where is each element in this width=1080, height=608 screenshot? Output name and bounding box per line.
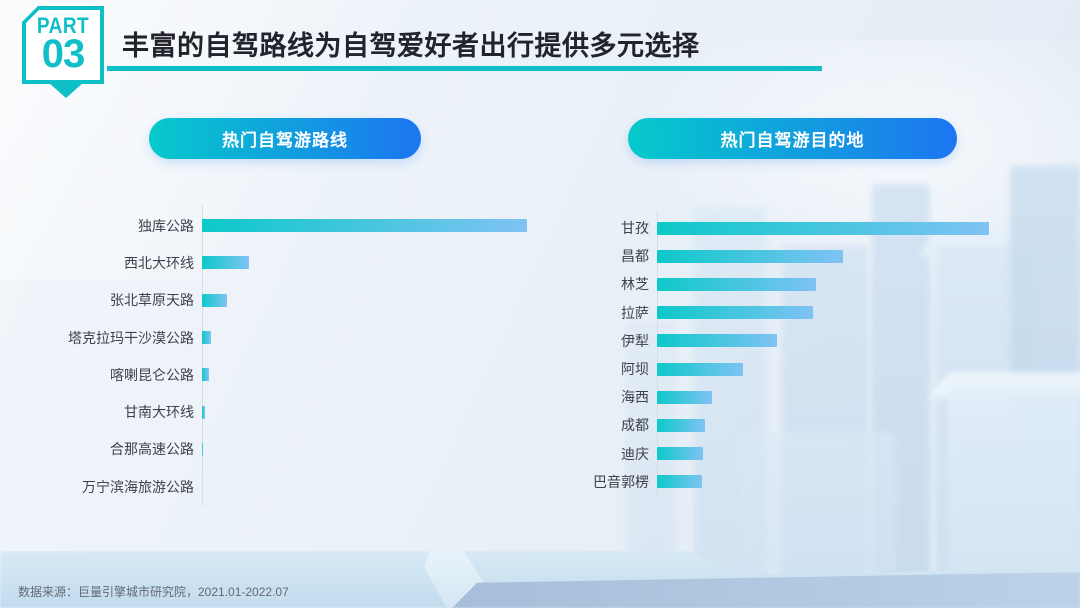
chart-row: 拉萨 xyxy=(560,299,1060,327)
bar xyxy=(202,368,210,382)
bottom-dark-band-shape xyxy=(452,572,1080,608)
category-label: 甘孜 xyxy=(621,220,649,237)
bar xyxy=(657,249,843,263)
bar xyxy=(202,219,527,233)
bar xyxy=(202,442,203,456)
chart-row: 昌都 xyxy=(560,242,1060,270)
chart-row: 塔克拉玛干沙漠公路 xyxy=(64,319,574,356)
bar xyxy=(657,390,712,404)
chart-row: 合那高速公路 xyxy=(64,431,574,468)
category-label: 伊犁 xyxy=(621,332,649,349)
bar xyxy=(657,306,814,320)
bar-track xyxy=(202,219,574,233)
bar-track xyxy=(202,368,574,382)
category-label: 成都 xyxy=(621,417,649,434)
bar-track xyxy=(657,362,1060,376)
category-label: 张北草原天路 xyxy=(110,292,194,309)
data-source-note: 数据来源：巨量引擎城市研究院，2021.01-2022.07 xyxy=(18,585,289,599)
bar-track xyxy=(202,293,574,307)
bar-track xyxy=(657,475,1060,489)
bar-track xyxy=(202,331,574,345)
category-label: 林芝 xyxy=(621,276,649,293)
destinations-chart-title-pill: 热门自驾游目的地 xyxy=(628,118,957,159)
destinations-chart-axis-line xyxy=(657,211,658,498)
chart-row: 阿坝 xyxy=(560,355,1060,383)
category-label: 甘南大环线 xyxy=(124,404,194,421)
routes-chart-axis-line xyxy=(202,205,203,506)
bar xyxy=(657,475,702,489)
part-badge-frame: PART 03 xyxy=(22,6,104,84)
bar xyxy=(202,256,250,270)
bar-track xyxy=(657,334,1060,348)
bar xyxy=(657,362,744,376)
chart-row: 巴音郭楞 xyxy=(560,468,1060,496)
chart-row: 海西 xyxy=(560,383,1060,411)
category-label: 合那高速公路 xyxy=(110,441,194,458)
bar xyxy=(202,293,228,307)
destinations-bar-chart: 甘孜昌都林芝拉萨伊犁阿坝海西成都迪庆巴音郭楞 xyxy=(560,214,1060,496)
bar-track xyxy=(202,480,574,494)
bar-track xyxy=(202,256,574,270)
bar xyxy=(657,418,706,432)
category-label: 万宁滨海旅游公路 xyxy=(82,478,194,495)
part-badge-face: PART 03 xyxy=(26,10,100,80)
chart-row: 甘南大环线 xyxy=(64,393,574,430)
bar-track xyxy=(657,306,1060,320)
bottom-band-notch-shape xyxy=(424,551,500,608)
chart-row: 成都 xyxy=(560,411,1060,439)
bar-track xyxy=(657,221,1060,235)
part-badge: PART 03 xyxy=(22,6,104,98)
bar xyxy=(657,447,704,461)
bar-track xyxy=(657,418,1060,432)
category-label: 西北大环线 xyxy=(124,254,194,271)
chart-row: 迪庆 xyxy=(560,440,1060,468)
chart-row: 西北大环线 xyxy=(64,244,574,281)
chart-row: 甘孜 xyxy=(560,214,1060,242)
category-label: 喀喇昆仑公路 xyxy=(110,366,194,383)
chart-row: 万宁滨海旅游公路 xyxy=(64,468,574,505)
category-label: 昌都 xyxy=(621,248,649,265)
category-label: 阿坝 xyxy=(621,361,649,378)
category-label: 拉萨 xyxy=(621,304,649,321)
category-label: 海西 xyxy=(621,389,649,406)
category-label: 塔克拉玛干沙漠公路 xyxy=(68,329,194,346)
routes-chart-title-pill: 热门自驾游路线 xyxy=(149,118,421,159)
chart-row: 喀喇昆仑公路 xyxy=(64,356,574,393)
chart-row: 林芝 xyxy=(560,270,1060,298)
part-badge-pointer-icon xyxy=(49,83,83,98)
bar-track xyxy=(657,447,1060,461)
bar-track xyxy=(657,277,1060,291)
title-underline xyxy=(107,66,822,71)
chart-row: 独库公路 xyxy=(64,207,574,244)
part-badge-number: 03 xyxy=(41,32,85,77)
page-title: 丰富的自驾路线为自驾爱好者出行提供多元选择 xyxy=(122,31,700,61)
chart-row: 张北草原天路 xyxy=(64,282,574,319)
bar xyxy=(202,331,212,345)
part-badge-label: PART xyxy=(36,14,90,39)
chart-row: 伊犁 xyxy=(560,327,1060,355)
bar-track xyxy=(657,390,1060,404)
bar xyxy=(657,334,777,348)
category-label: 巴音郭楞 xyxy=(593,473,649,490)
routes-bar-chart: 独库公路西北大环线张北草原天路塔克拉玛干沙漠公路喀喇昆仑公路甘南大环线合那高速公… xyxy=(64,207,574,505)
bar-track xyxy=(202,442,574,456)
bar xyxy=(657,277,817,291)
bar-track xyxy=(657,249,1060,263)
bar xyxy=(202,405,205,419)
category-label: 迪庆 xyxy=(621,445,649,462)
bar-track xyxy=(202,405,574,419)
bar xyxy=(657,221,989,235)
category-label: 独库公路 xyxy=(138,217,194,234)
